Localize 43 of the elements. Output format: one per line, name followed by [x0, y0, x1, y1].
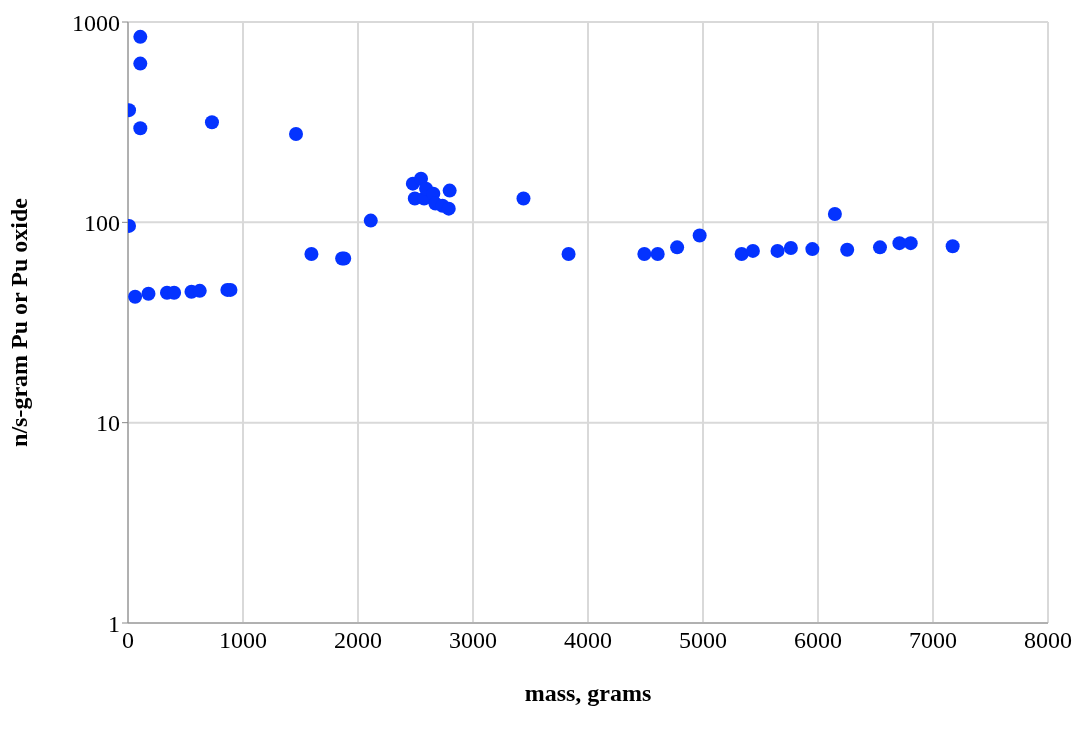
point: [892, 236, 907, 251]
point: [734, 246, 749, 261]
point: [133, 29, 148, 44]
point: [516, 191, 531, 206]
x-tick-label: 3000: [449, 627, 497, 654]
point: [128, 289, 143, 304]
y-tick-label: 10: [96, 410, 120, 437]
x-tick-label: 6000: [794, 627, 842, 654]
point: [204, 115, 219, 130]
point: [363, 213, 378, 228]
x-tick-label: 4000: [564, 627, 612, 654]
x-tick-label: 7000: [909, 627, 957, 654]
point: [692, 228, 707, 243]
point: [133, 121, 148, 136]
x-tick-label: 2000: [334, 627, 382, 654]
point: [745, 243, 760, 258]
point: [304, 246, 319, 261]
x-tick-label: 5000: [679, 627, 727, 654]
y-tick-label: 100: [84, 209, 120, 236]
y-tick-label: 1: [108, 610, 120, 637]
point: [770, 243, 785, 258]
point: [561, 246, 576, 261]
point: [805, 242, 820, 257]
point: [670, 240, 685, 255]
point: [650, 246, 665, 261]
x-tick-label: 8000: [1024, 627, 1072, 654]
x-tick-label: 1000: [219, 627, 267, 654]
point: [827, 207, 842, 222]
point: [441, 201, 456, 216]
y-tick-label: 1000: [72, 9, 120, 36]
point: [133, 56, 148, 71]
point: [945, 239, 960, 254]
point: [442, 183, 457, 198]
point: [289, 127, 304, 142]
point: [783, 240, 798, 255]
point: [903, 236, 918, 251]
y-axis-title: n/s-gram Pu or Pu oxide: [5, 197, 32, 447]
x-tick-label: 0: [122, 627, 134, 654]
x-axis-title: mass, grams: [524, 680, 652, 706]
point: [637, 246, 652, 261]
point: [872, 240, 887, 255]
point: [141, 286, 156, 301]
point: [840, 242, 855, 257]
